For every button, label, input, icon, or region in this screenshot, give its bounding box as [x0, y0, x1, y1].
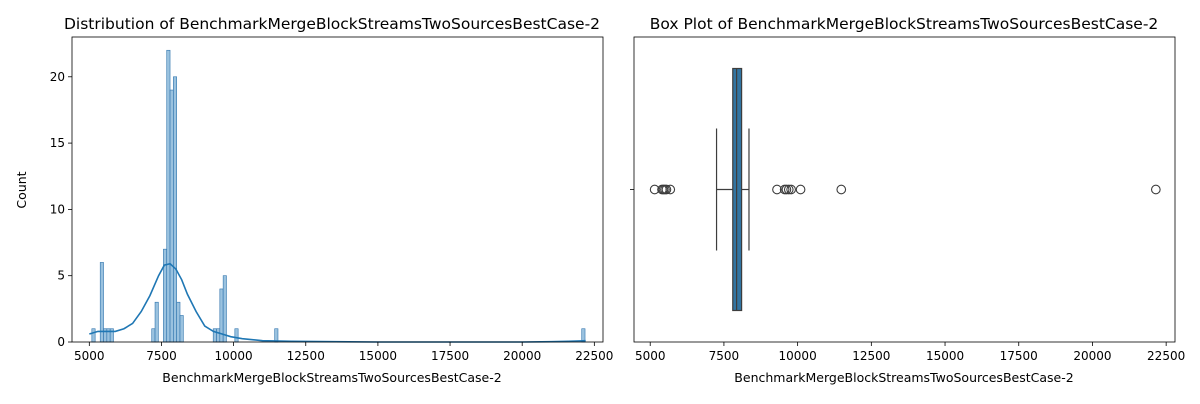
boxplot-x-tick-label: 7500 [709, 349, 740, 363]
histogram-x-tick-label: 5000 [74, 349, 105, 363]
histogram-y-axis-label: Count [14, 171, 29, 208]
histogram-bar [173, 76, 177, 343]
histogram-bar [234, 328, 239, 343]
boxplot-outlier-point [661, 184, 672, 195]
histogram-bar [176, 301, 181, 343]
boxplot-outlier-point [1150, 184, 1161, 195]
boxplot-title: Box Plot of BenchmarkMergeBlockStreamsTw… [650, 15, 1159, 33]
histogram-y-tick-label: 15 [50, 136, 65, 150]
boxplot-panel: 5000 7500 10000 12500 15000 17500 20000 22500 B… [630, 15, 1185, 385]
boxplot-outlier-point [836, 184, 847, 195]
histogram-bar [179, 315, 184, 343]
histogram-y-tick-label: 20 [50, 70, 65, 84]
histogram-x-axis-label: BenchmarkMergeBlockStreamsTwoSourcesBest… [162, 370, 501, 385]
histogram-bar [99, 262, 104, 343]
histogram-bar [91, 328, 96, 343]
histogram-bar [216, 328, 221, 343]
histogram-bar [163, 248, 168, 343]
histogram-bar [151, 328, 156, 343]
histogram-y-tick-label: 0 [57, 335, 65, 349]
histogram-x-tick-label: 7500 [146, 349, 177, 363]
boxplot-x-tick-label: 5000 [635, 349, 666, 363]
histogram-x-ticks: 5000 7500 10000 12500 15000 17500 20000 22500 [74, 342, 613, 363]
boxplot-x-tick-label: 12500 [852, 349, 890, 363]
boxplot-outlier-point [786, 184, 796, 195]
boxplot-x-tick-label: 10000 [779, 349, 817, 363]
boxplot-x-axis-label: BenchmarkMergeBlockStreamsTwoSourcesBest… [734, 370, 1073, 385]
histogram-y-tick-label: 10 [50, 202, 65, 216]
histogram-x-tick-label: 10000 [215, 349, 253, 363]
histogram-bar [222, 275, 227, 343]
histogram-panel: 5000 7500 10000 12500 15000 17500 20000 22500 0… [14, 15, 613, 385]
boxplot-outliers [649, 184, 1161, 195]
histogram-x-tick-label: 20000 [503, 349, 541, 363]
histogram-axes-frame [71, 36, 604, 343]
histogram-bar [274, 328, 279, 343]
histogram-x-tick-label: 12500 [287, 349, 325, 363]
histogram-bar [169, 89, 174, 343]
histogram-y-tick-label: 5 [57, 269, 65, 283]
histogram-bar [166, 49, 171, 343]
boxplot-outlier-point [795, 184, 806, 195]
boxplot-x-tick-label: 17500 [1000, 349, 1038, 363]
boxplot-outlier-point [783, 184, 794, 195]
boxplot-outlier-point [665, 184, 676, 195]
histogram-x-tick-label: 15000 [359, 349, 397, 363]
boxplot-elements [715, 67, 750, 312]
boxplot-outlier-point [772, 184, 782, 195]
boxplot-outlier-point [781, 184, 792, 195]
boxplot-x-tick-label: 15000 [926, 349, 964, 363]
boxplot-x-tick-label: 22500 [1147, 349, 1185, 363]
histogram-y-ticks: 0 5 10 15 20 [50, 70, 72, 349]
histogram-bar [154, 301, 159, 343]
histogram-title: Distribution of BenchmarkMergeBlockStrea… [64, 15, 600, 33]
histogram-x-tick-label: 17500 [431, 349, 469, 363]
boxplot-x-tick-label: 20000 [1073, 349, 1111, 363]
histogram-x-tick-label: 22500 [575, 349, 613, 363]
boxplot-x-ticks: 5000 7500 10000 12500 15000 17500 20000 22500 [635, 342, 1185, 363]
